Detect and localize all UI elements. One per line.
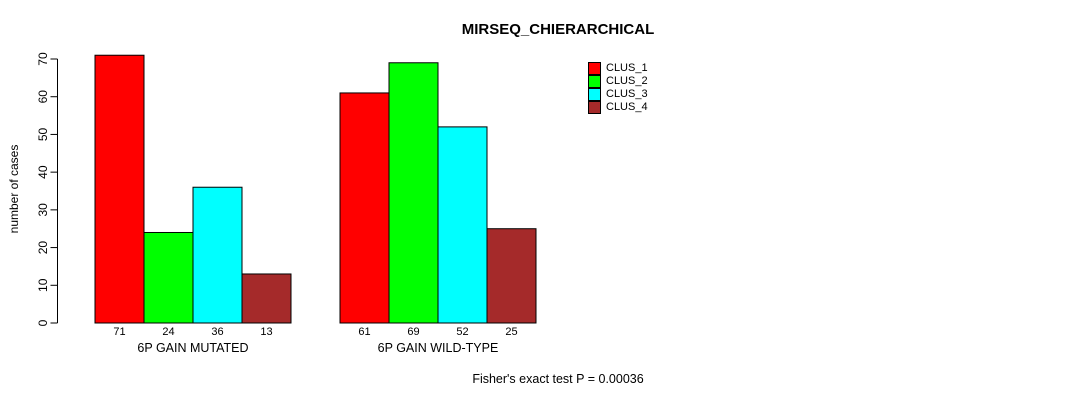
legend-item-clus_3: CLUS_3 (588, 88, 648, 101)
y-tick-label: 60 (36, 90, 50, 104)
bar-value-label: 52 (456, 326, 468, 338)
y-tick-label: 30 (36, 203, 50, 217)
legend-item-clus_1: CLUS_1 (588, 62, 648, 75)
legend-swatch (588, 75, 601, 88)
legend-item-clus_2: CLUS_2 (588, 75, 648, 88)
legend-swatch (588, 62, 601, 75)
bar-clus_4-group1 (241, 273, 292, 324)
y-tick-label: 0 (36, 319, 50, 326)
legend-label: CLUS_1 (606, 62, 648, 74)
bar-clus_3-group1 (192, 186, 243, 324)
group-label: 6P GAIN WILD-TYPE (378, 341, 499, 355)
bar-value-label: 25 (505, 326, 517, 338)
legend-item-clus_4: CLUS_4 (588, 101, 648, 114)
legend: CLUS_1 CLUS_2 CLUS_3 CLUS_4 (588, 62, 648, 114)
group-label: 6P GAIN MUTATED (137, 341, 248, 355)
bar-clus_1-group2 (339, 92, 390, 324)
bar-value-label: 69 (407, 326, 419, 338)
legend-label: CLUS_2 (606, 75, 648, 87)
bar-value-label: 13 (260, 326, 272, 338)
chart-title: MIRSEQ_CHIERARCHICAL (461, 21, 655, 38)
legend-label: CLUS_3 (606, 88, 648, 100)
bar-clus_1-group1 (94, 54, 145, 324)
y-tick-label: 20 (36, 241, 50, 255)
legend-label: CLUS_4 (606, 101, 648, 113)
y-tick-label: 70 (36, 52, 50, 66)
bar-value-label: 71 (113, 326, 125, 338)
y-tick-label: 10 (36, 278, 50, 292)
bar-clus_2-group1 (143, 231, 194, 324)
fisher-annotation: Fisher's exact test P = 0.00036 (472, 372, 644, 386)
legend-swatch (588, 101, 601, 114)
bar-value-label: 61 (358, 326, 370, 338)
y-tick-label: 40 (36, 165, 50, 179)
bar-clus_4-group2 (486, 228, 537, 324)
bar-clus_3-group2 (437, 126, 488, 324)
y-tick-label: 50 (36, 127, 50, 141)
bar-clus_2-group2 (388, 62, 439, 324)
bar-value-label: 36 (211, 326, 223, 338)
legend-swatch (588, 88, 601, 101)
bar-value-label: 24 (162, 326, 174, 338)
